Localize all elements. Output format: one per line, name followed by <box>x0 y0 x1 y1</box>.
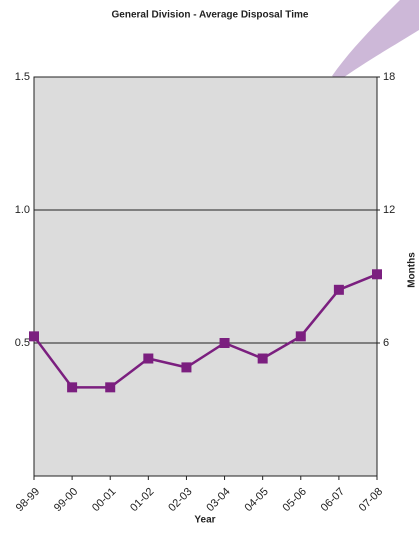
x-tick-label: 03-04 <box>204 486 232 514</box>
x-tick-label: 04-05 <box>242 486 270 514</box>
x-tick-label: 05-06 <box>281 486 309 514</box>
y2-tick-label: 18 <box>383 71 395 83</box>
point-marker <box>29 331 39 342</box>
point-marker <box>181 362 192 373</box>
x-tick-label: 99-00 <box>52 486 80 514</box>
point-marker <box>67 382 78 393</box>
y-tick-label: 1.0 <box>15 204 30 216</box>
decoration <box>332 0 419 80</box>
point-marker <box>219 338 230 348</box>
point-marker <box>143 353 154 364</box>
chart-title: General Division - Average Disposal Time <box>112 10 309 21</box>
plot-area <box>33 76 378 477</box>
point-marker <box>333 284 344 295</box>
x-tick-label: 07-08 <box>357 486 385 514</box>
y2-axis-title: Months <box>407 252 418 288</box>
y-tick-label: 0.5 <box>15 337 30 349</box>
y2-tick-label: 6 <box>383 337 389 349</box>
x-tick-label: 06-07 <box>319 486 347 514</box>
point-marker <box>372 269 382 280</box>
y2-tick-label: 12 <box>383 204 395 216</box>
x-tick-label: 98-99 <box>14 486 42 514</box>
x-tick-label: 02-03 <box>166 486 194 514</box>
point-marker <box>295 331 306 342</box>
point-marker <box>257 353 268 364</box>
x-tick-label: 00-01 <box>90 486 118 514</box>
x-tick-label: 01-02 <box>128 486 156 514</box>
point-marker <box>105 382 116 393</box>
y-tick-label: 1.5 <box>15 71 30 83</box>
series-line <box>32 273 378 389</box>
x-axis-title: Year <box>194 515 215 526</box>
